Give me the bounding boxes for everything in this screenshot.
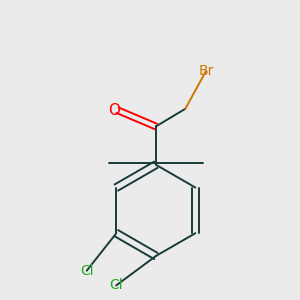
Text: Cl: Cl: [109, 278, 123, 292]
Text: Cl: Cl: [80, 264, 94, 278]
Text: Br: Br: [198, 64, 214, 78]
Text: O: O: [108, 103, 120, 118]
